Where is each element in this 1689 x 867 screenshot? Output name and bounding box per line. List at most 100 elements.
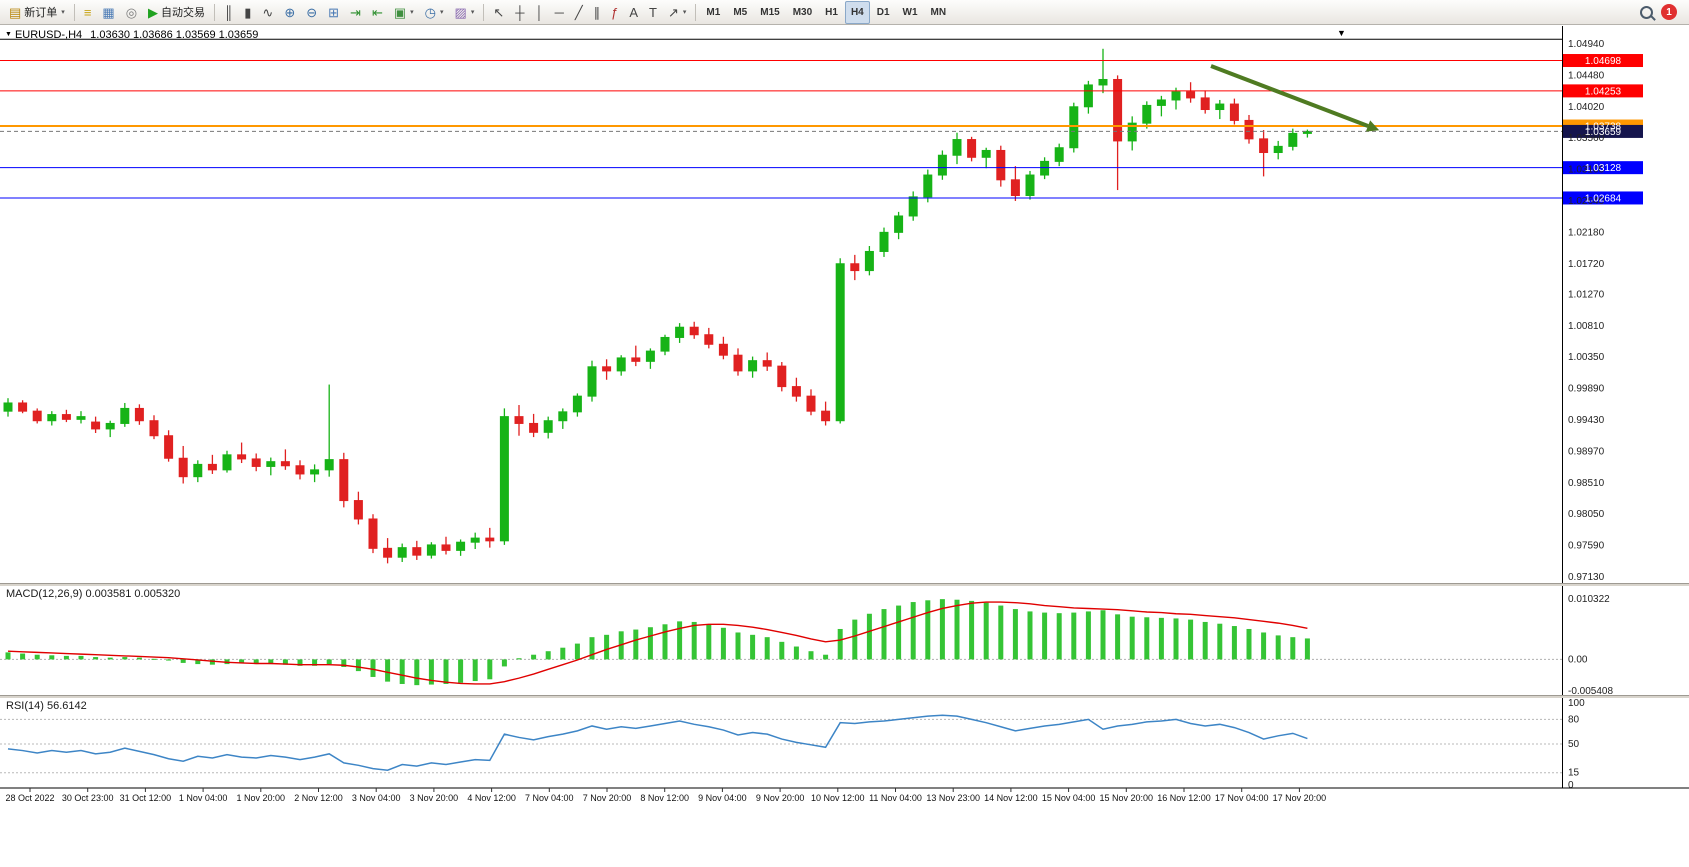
- svg-text:1.03128: 1.03128: [1585, 163, 1622, 174]
- channel-button[interactable]: ∥: [589, 1, 606, 24]
- svg-text:7 Nov 04:00: 7 Nov 04:00: [525, 793, 574, 803]
- fibonacci-button[interactable]: ƒ: [606, 1, 623, 24]
- candlestick-chart-button[interactable]: ▮: [239, 1, 256, 24]
- line-chart-button[interactable]: ∿: [257, 1, 278, 24]
- svg-text:1.00810: 1.00810: [1568, 321, 1605, 332]
- autotrading-button[interactable]: ▶ 自动交易: [143, 1, 210, 24]
- cursor-icon: ↖: [493, 4, 505, 20]
- price-chart-svg[interactable]: 1.04940 1.04480 1.04020 1.03560 1.03100 1.026…: [0, 26, 1689, 867]
- notification-badge[interactable]: 1: [1661, 4, 1677, 20]
- toolbar: ▤ 新订单 ▾ ≡ ▦ ◎ ▶ 自动交易 ║ ▮ ∿ ⊕ ⊖ ⊞ ⇥ ⇤ ▣ ▾ ◷ ▾ ▨ ▾ ↖ ┼ │ ─ ╱ ∥ ƒ A T ↗ ▾ M1…: [0, 0, 1689, 25]
- tf-h1-button[interactable]: H1: [819, 1, 844, 24]
- data-window-icon: ▦: [102, 4, 115, 20]
- svg-text:9 Nov 20:00: 9 Nov 20:00: [756, 793, 805, 803]
- vertical-line-icon: │: [535, 4, 544, 20]
- new-order-button[interactable]: ▤ 新订单 ▾: [4, 1, 70, 24]
- svg-text:11 Nov 04:00: 11 Nov 04:00: [869, 793, 922, 803]
- svg-text:1.04940: 1.04940: [1568, 39, 1605, 50]
- cursor-button[interactable]: ↖: [488, 1, 509, 24]
- macd-panel-separator[interactable]: [0, 583, 1689, 586]
- auto-scroll-button[interactable]: ⇥: [345, 1, 366, 24]
- rsi-panel-separator[interactable]: [0, 695, 1689, 698]
- zoom-out-button[interactable]: ⊖: [301, 1, 322, 24]
- tile-windows-button[interactable]: ⊞: [323, 1, 344, 24]
- new-order-button-label: 新订单: [24, 7, 58, 19]
- svg-text:7 Nov 20:00: 7 Nov 20:00: [583, 793, 632, 803]
- tf-d1-button[interactable]: D1: [871, 1, 896, 24]
- tf-w1-button[interactable]: W1: [897, 1, 924, 24]
- svg-text:1 Nov 04:00: 1 Nov 04:00: [179, 793, 228, 803]
- tf-m15-button[interactable]: M15: [754, 1, 785, 24]
- bar-chart-button[interactable]: ║: [219, 1, 238, 24]
- svg-text:1.03738: 1.03738: [1585, 122, 1622, 133]
- periods-button[interactable]: ◷ ▾: [420, 1, 449, 24]
- trendline-icon: ╱: [574, 4, 583, 20]
- vertical-line-button[interactable]: │: [530, 1, 548, 24]
- caret-down-icon: ▾: [470, 9, 475, 16]
- svg-text:1.03659: 1.03659: [1585, 127, 1622, 138]
- trendline-button[interactable]: ╱: [570, 1, 588, 24]
- chart-shift-icon: ⇤: [371, 4, 383, 20]
- navigator-button[interactable]: ◎: [121, 1, 142, 24]
- svg-text:50: 50: [1568, 739, 1580, 750]
- svg-text:0: 0: [1568, 780, 1574, 791]
- svg-text:0.97130: 0.97130: [1568, 572, 1605, 583]
- time-axis[interactable]: [0, 787, 1689, 792]
- tf-mn-button-label: MN: [930, 6, 947, 18]
- svg-text:3 Nov 20:00: 3 Nov 20:00: [410, 793, 459, 803]
- svg-text:1 Nov 20:00: 1 Nov 20:00: [237, 793, 286, 803]
- text-label-button[interactable]: T: [644, 1, 662, 24]
- svg-text:0.98510: 0.98510: [1568, 478, 1605, 489]
- text-label-icon: T: [649, 4, 657, 20]
- svg-text:100: 100: [1568, 698, 1585, 709]
- tf-h4-button-label: H4: [850, 6, 864, 18]
- text-button[interactable]: A: [624, 1, 643, 24]
- periods-icon: ◷: [424, 4, 437, 20]
- svg-text:0.010322: 0.010322: [1568, 594, 1610, 605]
- svg-text:13 Nov 23:00: 13 Nov 23:00: [926, 793, 980, 803]
- tf-m30-button[interactable]: M30: [787, 1, 818, 24]
- rsi-layer: [0, 714, 1562, 774]
- chart-window: 1.04940 1.04480 1.04020 1.03560 1.03100 1.026…: [0, 26, 1689, 867]
- search-icon[interactable]: [1640, 5, 1653, 19]
- svg-text:1.02684: 1.02684: [1585, 193, 1622, 204]
- crosshair-button[interactable]: ┼: [510, 1, 529, 24]
- svg-text:8 Nov 12:00: 8 Nov 12:00: [640, 793, 689, 803]
- data-window-button[interactable]: ▦: [97, 1, 119, 24]
- tf-m5-button[interactable]: M5: [727, 1, 753, 24]
- chart-shift-button[interactable]: ⇤: [367, 1, 388, 24]
- svg-text:-0.005408: -0.005408: [1568, 686, 1613, 697]
- navigator-icon: ◎: [125, 4, 138, 20]
- zoom-in-button[interactable]: ⊕: [279, 1, 300, 24]
- fibonacci-icon: ƒ: [611, 4, 619, 20]
- svg-text:1.04480: 1.04480: [1568, 70, 1605, 81]
- templates-button[interactable]: ▨ ▾: [450, 1, 480, 24]
- svg-text:15 Nov 04:00: 15 Nov 04:00: [1042, 793, 1096, 803]
- toolbar-separator: [214, 3, 216, 21]
- quick-panel-arrow-icon[interactable]: ▼: [1337, 28, 1346, 38]
- svg-text:1.01720: 1.01720: [1568, 259, 1605, 270]
- tf-h4-button[interactable]: H4: [844, 0, 870, 24]
- autotrading-button-label: 自动交易: [161, 7, 206, 19]
- hlines-layer: [0, 38, 1562, 199]
- svg-text:3 Nov 04:00: 3 Nov 04:00: [352, 793, 401, 803]
- horizontal-line-button[interactable]: ─: [550, 1, 569, 24]
- market-watch-icon: ≡: [83, 4, 92, 20]
- svg-text:1.00350: 1.00350: [1568, 352, 1605, 363]
- arrows-button[interactable]: ↗ ▾: [663, 1, 691, 24]
- svg-text:0.99430: 0.99430: [1568, 415, 1605, 426]
- tf-m5-button-label: M5: [733, 6, 748, 18]
- svg-text:16 Nov 12:00: 16 Nov 12:00: [1157, 793, 1211, 803]
- zoom-out-icon: ⊖: [306, 4, 318, 20]
- tf-m1-button[interactable]: M1: [700, 1, 726, 24]
- crosshair-icon: ┼: [515, 4, 525, 20]
- svg-text:1.04253: 1.04253: [1585, 86, 1622, 97]
- svg-text:1.03100: 1.03100: [1568, 165, 1605, 176]
- new-chart-button[interactable]: ▣ ▾: [389, 1, 419, 24]
- market-watch-button[interactable]: ≡: [79, 1, 97, 24]
- price-axis[interactable]: [1562, 26, 1644, 788]
- toolbar-separator: [73, 3, 75, 21]
- trend-arrow[interactable]: [1210, 64, 1380, 132]
- tf-mn-button[interactable]: MN: [925, 1, 953, 24]
